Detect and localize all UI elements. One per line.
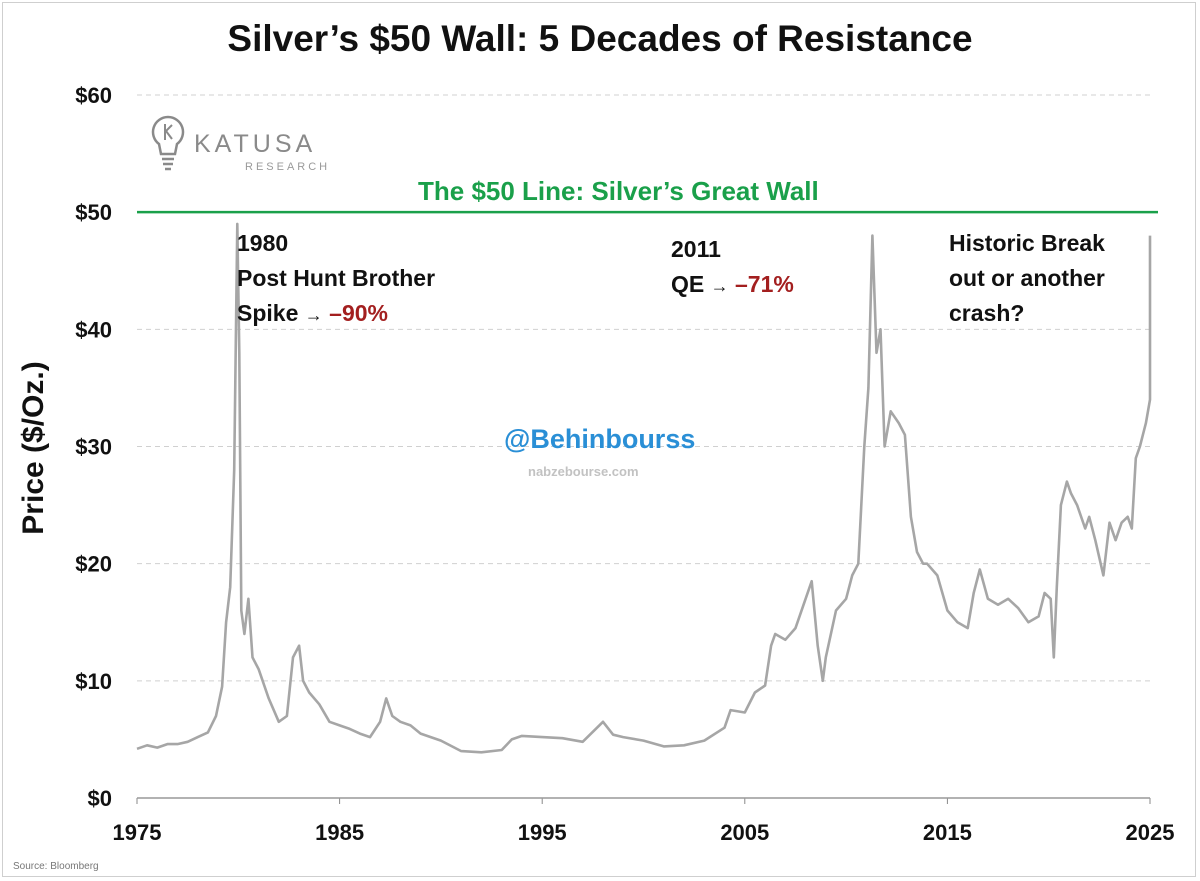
annotation-2025-line1: Historic Break xyxy=(949,230,1105,256)
y-tick-labels: $0 $10 $20 $30 $40 $50 $60 xyxy=(75,83,112,811)
annotation-1980-prefix: Spike xyxy=(237,300,299,326)
wall-line-label: The $50 Line: Silver’s Great Wall xyxy=(418,176,819,206)
katusa-logo: KATUSA RESEARCH xyxy=(150,114,340,184)
x-tick-label: 2025 xyxy=(1126,820,1175,845)
annotation-2011-year: 2011 xyxy=(671,236,721,262)
annotation-2011-decline: –71% xyxy=(735,271,794,297)
y-tick-label: $40 xyxy=(75,317,112,342)
watermark-site: nabzebourse.com xyxy=(528,464,639,479)
source-note: Source: Bloomberg xyxy=(13,861,99,872)
arrow-right-icon: → xyxy=(710,276,729,296)
annotation-2025-line2: out or another xyxy=(949,265,1105,291)
x-tick-label: 2015 xyxy=(923,820,972,845)
chart-title: Silver’s $50 Wall: 5 Decades of Resistan… xyxy=(227,18,973,59)
x-tick-labels: 1975 1985 1995 2005 2015 2025 xyxy=(113,798,1175,845)
annotation-1980: 1980 Post Hunt Brother Spike → –90% xyxy=(237,226,435,333)
annotation-1980-event: Post Hunt Brother xyxy=(237,265,436,291)
silver-price-series-line xyxy=(136,222,1152,754)
logo-name: KATUSA xyxy=(194,130,317,158)
lightbulb-k-icon xyxy=(151,115,185,171)
watermark-handle: @Behinbourss xyxy=(504,424,696,454)
annotation-1980-decline: –90% xyxy=(329,300,388,326)
y-tick-label: $30 xyxy=(75,435,112,460)
y-tick-label: $0 xyxy=(88,786,112,811)
x-tick-label: 1985 xyxy=(315,820,364,845)
annotation-2011-prefix: QE xyxy=(671,271,705,297)
annotation-2011-change-line: QE → –71% xyxy=(671,267,794,304)
x-tick-label: 1975 xyxy=(113,820,162,845)
y-tick-label: $10 xyxy=(75,669,112,694)
annotation-1980-change-line: Spike → –90% xyxy=(237,296,435,333)
y-tick-label: $50 xyxy=(75,200,112,225)
x-tick-label: 1995 xyxy=(518,820,567,845)
x-tick-label: 2005 xyxy=(720,820,769,845)
annotation-2011: 2011 QE → –71% xyxy=(671,232,794,304)
annotation-2025: Historic Break out or another crash? xyxy=(949,226,1105,331)
annotation-1980-year: 1980 xyxy=(237,230,289,256)
arrow-right-icon: → xyxy=(304,305,323,325)
annotation-2025-line3: crash? xyxy=(949,300,1025,326)
y-tick-label: $60 xyxy=(75,83,112,108)
y-tick-label: $20 xyxy=(75,552,112,577)
logo-subtitle: RESEARCH xyxy=(245,161,331,173)
